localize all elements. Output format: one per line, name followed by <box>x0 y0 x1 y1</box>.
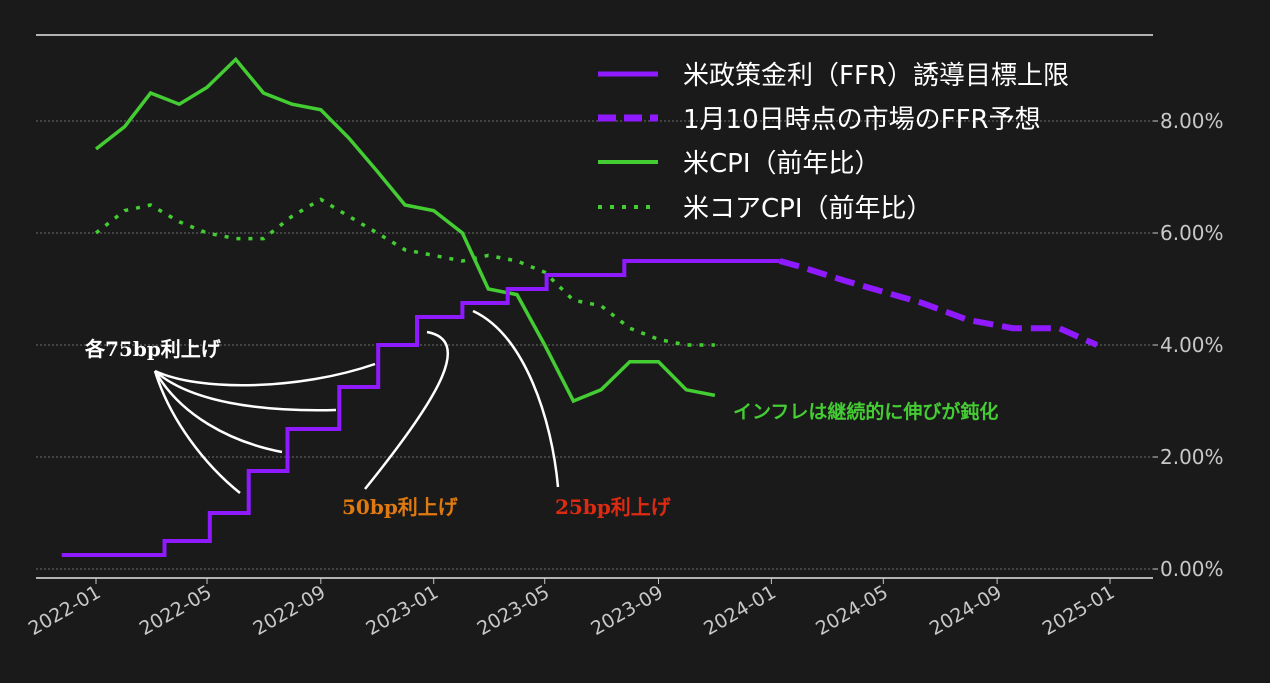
y-tick-label: 4.00% <box>1160 333 1224 357</box>
y-tick-label: 8.00% <box>1160 109 1224 133</box>
arrow-75bp-3 <box>153 370 283 454</box>
arrow-50bp <box>364 330 450 490</box>
legend-label-core-cpi: 米コアCPI（前年比） <box>683 194 933 224</box>
series-line-0 <box>61 259 780 557</box>
arrow-75bp-4 <box>153 370 241 494</box>
annotation-hike25: 25bp利上げ <box>555 495 672 519</box>
y-axis: 0.00% 2.00% 4.00% 6.00% 8.00% <box>1153 109 1224 581</box>
legend-label-ffr-forecast: 1月10日時点の市場のFFR予想 <box>683 105 1041 135</box>
arrow-75bp-2 <box>154 370 337 412</box>
arrow-75bp-1 <box>154 362 376 387</box>
annotation-hike75: 各75bp利上げ <box>84 337 222 361</box>
arrow-25bp <box>472 309 560 488</box>
legend: 米政策金利（FFR）誘導目標上限 1月10日時点の市場のFFR予想 米CPI（前… <box>598 61 1069 224</box>
annotation-hike75-arrows <box>153 362 376 494</box>
legend-label-ffr: 米政策金利（FFR）誘導目標上限 <box>683 61 1069 91</box>
y-tick-label: 6.00% <box>1160 221 1224 245</box>
series-line-3 <box>94 197 715 347</box>
series-lines <box>61 56 1099 557</box>
annotation-inflation: インフレは継続的に伸びが鈍化 <box>733 400 998 423</box>
annotation-hike50: 50bp利上げ <box>342 495 459 519</box>
y-tick-label: 2.00% <box>1160 445 1224 469</box>
series-line-1 <box>778 258 1099 348</box>
y-tick-label: 0.00% <box>1160 557 1224 581</box>
series-line-2 <box>94 56 716 404</box>
legend-label-cpi: 米CPI（前年比） <box>683 149 881 179</box>
